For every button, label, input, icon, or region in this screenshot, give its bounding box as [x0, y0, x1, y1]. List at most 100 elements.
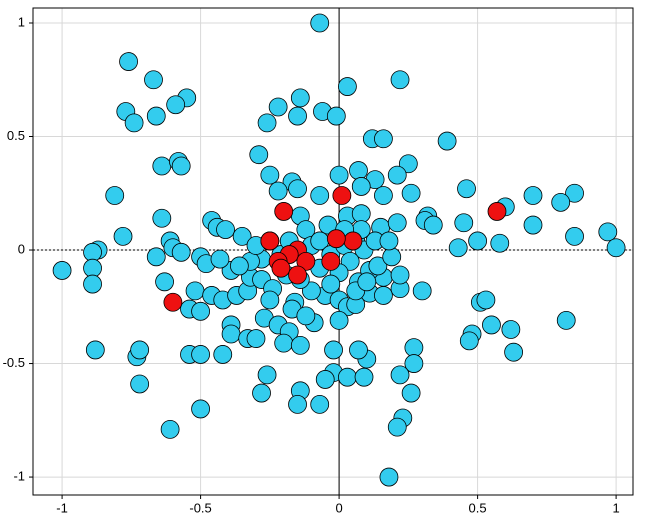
point — [271, 258, 291, 278]
point — [105, 186, 125, 205]
point — [268, 97, 288, 117]
point — [349, 340, 368, 360]
point — [296, 306, 316, 326]
point — [260, 290, 280, 310]
point — [354, 367, 374, 387]
point — [130, 374, 150, 394]
y-tick-label: 0.5 — [7, 128, 25, 143]
point — [324, 340, 343, 360]
point — [404, 338, 424, 358]
point — [216, 220, 235, 239]
point — [338, 367, 357, 387]
point — [210, 249, 230, 269]
point — [83, 258, 102, 278]
point — [329, 311, 349, 330]
point — [387, 165, 407, 185]
point — [171, 242, 191, 262]
point — [290, 335, 310, 355]
point — [598, 222, 618, 242]
point — [340, 251, 360, 271]
point — [274, 333, 294, 353]
point — [448, 238, 468, 258]
point — [160, 419, 180, 439]
point — [487, 202, 507, 221]
point — [390, 265, 410, 285]
point — [401, 183, 421, 203]
point — [191, 399, 210, 419]
point — [252, 383, 271, 403]
point — [459, 331, 479, 351]
point — [152, 208, 172, 228]
point — [130, 340, 150, 360]
point — [257, 365, 277, 385]
point — [387, 417, 407, 437]
y-tick-label: 1 — [18, 14, 25, 29]
point — [321, 251, 341, 271]
point — [163, 292, 183, 312]
point — [374, 186, 393, 205]
plot-frame — [32, 7, 634, 496]
point — [349, 161, 368, 180]
point — [124, 113, 144, 133]
point — [379, 467, 399, 487]
y-tick-label: -1 — [13, 469, 25, 484]
x-tick-label: 0.5 — [469, 500, 487, 515]
point — [398, 154, 418, 174]
point — [326, 229, 346, 249]
x-tick-label: -0.5 — [189, 500, 211, 515]
point — [504, 342, 524, 362]
point — [185, 281, 205, 301]
point — [387, 213, 407, 233]
point — [191, 301, 210, 321]
point — [379, 231, 399, 251]
x-tick-label: 0 — [335, 500, 342, 515]
point — [326, 106, 346, 126]
point — [412, 281, 432, 301]
point — [437, 131, 457, 151]
point — [357, 272, 377, 292]
point — [246, 329, 266, 348]
point — [351, 204, 371, 224]
point — [274, 202, 294, 221]
point — [329, 165, 349, 185]
point — [288, 179, 307, 199]
point — [257, 113, 277, 133]
point — [290, 88, 310, 108]
point — [315, 370, 335, 389]
point — [260, 165, 280, 185]
point — [191, 345, 210, 364]
point — [113, 227, 133, 246]
point — [310, 186, 330, 205]
point — [119, 52, 138, 71]
point — [85, 340, 105, 360]
point — [166, 95, 186, 115]
point — [457, 179, 476, 199]
point — [490, 233, 510, 253]
point — [338, 77, 357, 96]
point — [155, 272, 174, 292]
point — [52, 261, 72, 280]
point — [146, 106, 166, 126]
point — [606, 238, 626, 258]
point — [301, 281, 321, 301]
point — [171, 156, 191, 176]
point — [551, 192, 571, 212]
point — [401, 383, 421, 403]
point — [288, 395, 307, 414]
point — [368, 256, 388, 276]
point — [482, 315, 501, 335]
point — [476, 290, 496, 310]
point — [146, 247, 166, 267]
point — [382, 247, 402, 267]
point — [296, 251, 316, 271]
point — [343, 231, 363, 251]
point — [213, 345, 233, 364]
point — [390, 70, 410, 90]
point — [332, 186, 352, 205]
point — [288, 265, 307, 285]
y-tick-label: 0 — [18, 241, 25, 256]
point — [288, 106, 307, 126]
point — [144, 70, 163, 90]
point — [523, 215, 543, 235]
